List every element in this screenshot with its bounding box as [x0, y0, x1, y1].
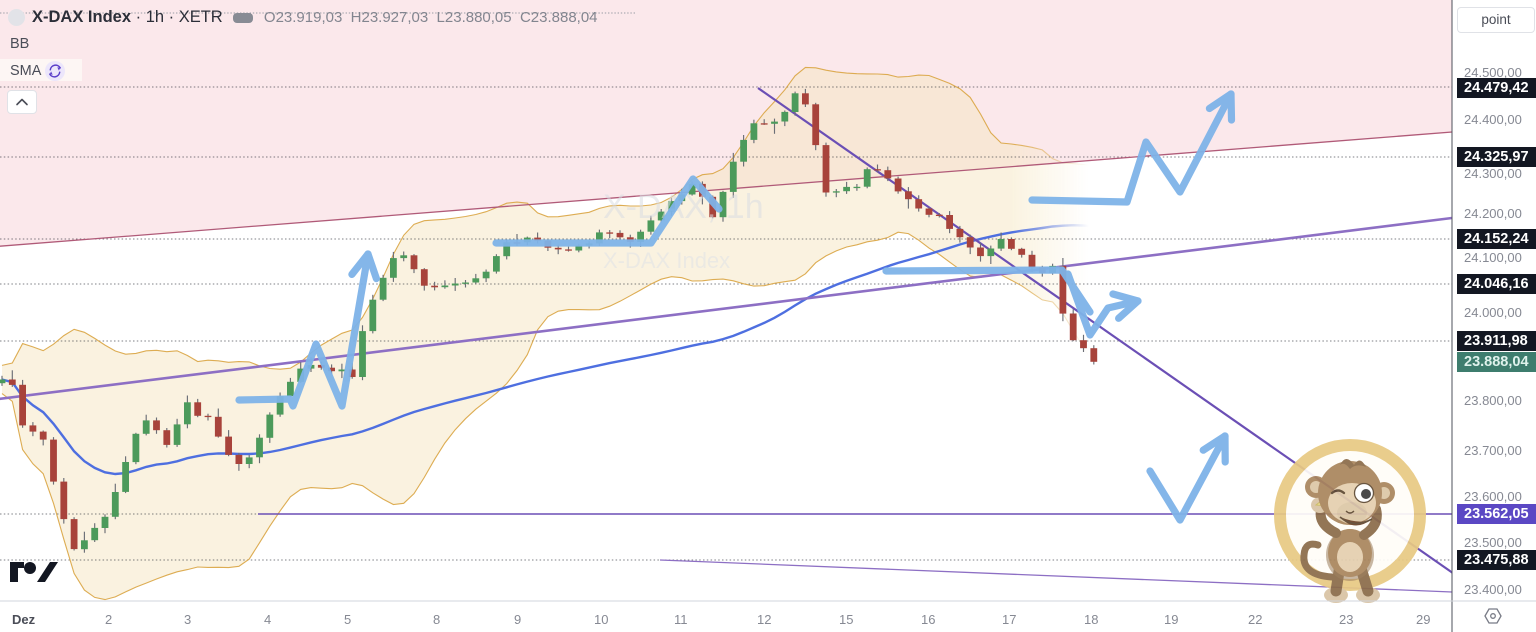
svg-text:X-DAX Index: X-DAX Index	[603, 248, 730, 273]
